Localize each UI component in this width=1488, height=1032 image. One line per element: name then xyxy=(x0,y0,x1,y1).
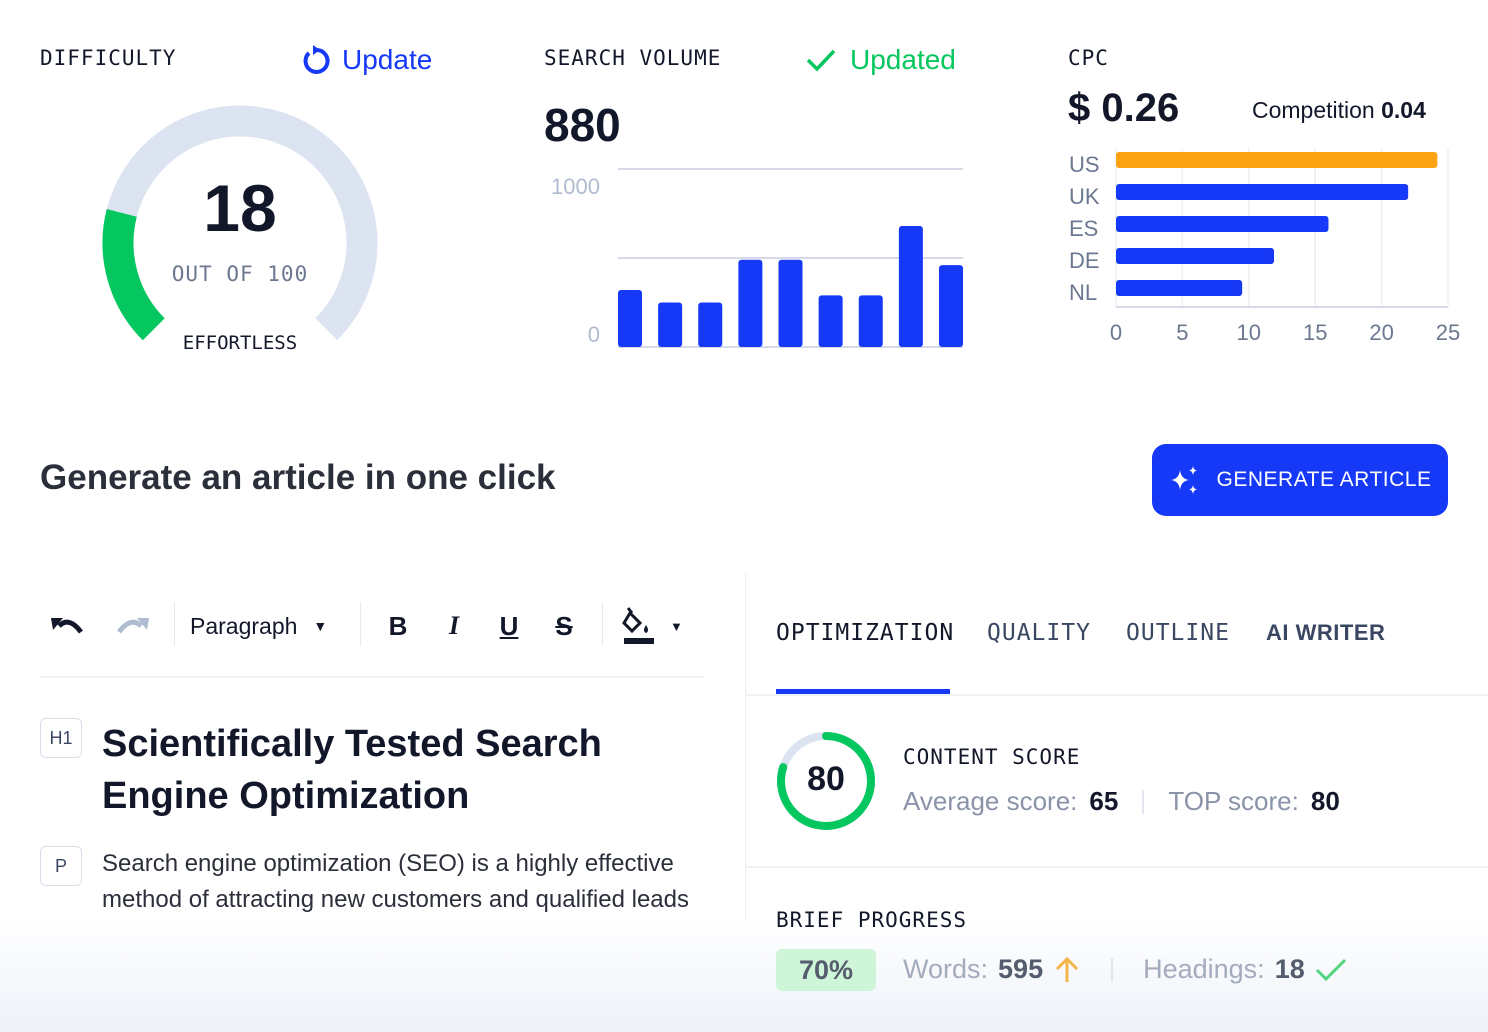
update-button[interactable]: Update xyxy=(300,44,432,76)
cpc-bar xyxy=(1116,216,1329,232)
cpc-label: CPC xyxy=(1068,46,1109,70)
p-tag: P xyxy=(40,846,82,886)
top-score-label: TOP score: xyxy=(1168,786,1299,816)
content-score-value: 80 xyxy=(807,760,845,798)
volume-bar xyxy=(939,265,963,347)
volume-bar xyxy=(698,302,723,347)
check-icon xyxy=(1315,958,1346,981)
top-score-value: 80 xyxy=(1310,786,1340,816)
stat-separator xyxy=(1111,957,1114,982)
difficulty-out-of: OUT OF 100 xyxy=(171,262,309,286)
stat-separator xyxy=(1142,789,1145,814)
brief-progress-label: BRIEF PROGRESS xyxy=(776,908,968,932)
search-volume-value: 880 xyxy=(544,99,621,151)
tab-optimization[interactable]: OPTIMIZATION xyxy=(776,620,955,646)
h1-tag: H1 xyxy=(40,718,82,758)
words-label: Words: xyxy=(903,954,989,984)
tab-quality[interactable]: QUALITY xyxy=(987,620,1091,646)
content-score-ring xyxy=(777,732,875,830)
generate-article-label: GENERATE ARTICLE xyxy=(1216,468,1432,491)
chevron-down-icon: ▼ xyxy=(670,618,683,634)
search-volume-chart: 1000 0 xyxy=(551,168,963,348)
paint-bucket-icon xyxy=(622,607,654,644)
italic-button[interactable]: I xyxy=(448,611,460,640)
refresh-icon xyxy=(303,45,330,74)
generate-heading: Generate an article in one click xyxy=(40,458,556,497)
sparkles-icon xyxy=(1170,466,1197,494)
cpc-bar xyxy=(1116,184,1409,200)
average-score-value: 65 xyxy=(1089,786,1119,816)
redo-button[interactable] xyxy=(110,606,154,646)
bottom-fade xyxy=(0,920,1488,1032)
updated-status: Updated xyxy=(806,44,956,76)
volume-bar xyxy=(618,290,642,347)
highlight-color-button[interactable]: ▼ xyxy=(622,606,683,646)
headings-value: 18 xyxy=(1274,954,1305,984)
bold-button[interactable]: B xyxy=(388,610,408,641)
country-label: DE xyxy=(1069,248,1100,273)
x-tick-label: 10 xyxy=(1237,320,1261,345)
generate-article-button[interactable]: GENERATE ARTICLE xyxy=(1152,444,1448,516)
difficulty-gauge xyxy=(102,105,378,341)
cpc-country-chart: 0 5 10 15 20 25 US UK ES DE NL xyxy=(1069,148,1460,345)
redo-icon xyxy=(117,618,149,634)
competition-label: Competition xyxy=(1252,97,1375,123)
difficulty-value: 18 xyxy=(203,171,277,245)
x-tick-label: 25 xyxy=(1436,320,1460,345)
search-volume-label: SEARCH VOLUME xyxy=(544,46,722,70)
x-tick-label: 0 xyxy=(1110,320,1122,345)
x-tick-label: 5 xyxy=(1176,320,1188,345)
country-label: NL xyxy=(1069,280,1097,305)
y-tick-label: 0 xyxy=(588,322,600,347)
tab-outline[interactable]: OUTLINE xyxy=(1126,620,1230,646)
cpc-bar xyxy=(1116,248,1275,264)
check-icon xyxy=(806,49,836,72)
difficulty-label: DIFFICULTY xyxy=(40,46,177,70)
undo-icon xyxy=(51,618,83,634)
volume-bar xyxy=(898,225,923,347)
score-fill xyxy=(777,732,875,830)
x-tick-label: 15 xyxy=(1303,320,1327,345)
article-title[interactable]: Scientifically Tested Search Engine Opti… xyxy=(102,723,602,817)
volume-bar xyxy=(778,259,803,347)
brief-stats: Words: 595 Headings: 18 xyxy=(903,954,1347,985)
arrow-up-icon xyxy=(1056,956,1079,982)
x-tick-label: 20 xyxy=(1369,320,1393,345)
brief-percent-badge: 70% xyxy=(776,949,876,991)
competition-value: 0.04 xyxy=(1381,97,1426,123)
toolbar-divider xyxy=(40,676,704,678)
score-stats: Average score: 65 TOP score: 80 xyxy=(903,786,1340,817)
cpc-bar xyxy=(1116,280,1243,296)
underline-button[interactable]: U xyxy=(499,610,519,641)
cpc-bar xyxy=(1116,152,1438,168)
update-label: Update xyxy=(342,44,433,75)
section-divider xyxy=(746,866,1488,868)
y-tick-label: 1000 xyxy=(551,174,600,199)
headings-label: Headings: xyxy=(1143,954,1265,984)
panel-divider xyxy=(745,572,746,1032)
active-tab-indicator xyxy=(776,689,950,694)
average-score-label: Average score: xyxy=(903,786,1078,816)
block-type-label: Paragraph xyxy=(190,612,298,639)
volume-bar xyxy=(858,295,883,347)
undo-button[interactable] xyxy=(46,606,90,646)
tab-ai-writer[interactable]: AI WRITER xyxy=(1266,620,1386,645)
strikethrough-button[interactable]: S xyxy=(555,610,573,641)
competition: Competition 0.04 xyxy=(1252,97,1426,124)
country-label: ES xyxy=(1069,216,1098,241)
volume-bar xyxy=(658,302,683,347)
block-type-dropdown[interactable]: Paragraph ▼ xyxy=(190,606,327,646)
updated-label: Updated xyxy=(850,44,956,75)
gauge-fill xyxy=(102,209,166,341)
country-label: US xyxy=(1069,152,1100,177)
words-value: 595 xyxy=(998,954,1044,984)
content-score-label: CONTENT SCORE xyxy=(903,745,1081,769)
cpc-value: $ 0.26 xyxy=(1068,86,1180,130)
tabs-border xyxy=(746,694,1488,696)
volume-bar xyxy=(818,295,843,347)
difficulty-rating: EFFORTLESS xyxy=(182,332,298,354)
chevron-down-icon: ▼ xyxy=(313,618,328,634)
volume-bar xyxy=(738,259,763,347)
country-label: UK xyxy=(1069,184,1100,209)
